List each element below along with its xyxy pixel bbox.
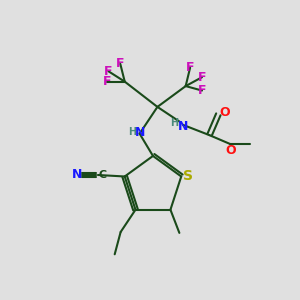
Text: C: C	[99, 170, 107, 180]
Text: H: H	[170, 118, 178, 128]
Text: F: F	[186, 61, 194, 74]
Text: N: N	[72, 169, 82, 182]
Text: F: F	[198, 71, 206, 84]
Text: F: F	[104, 65, 112, 78]
Text: O: O	[225, 144, 236, 157]
Text: N: N	[178, 120, 188, 133]
Text: O: O	[219, 106, 230, 119]
Text: F: F	[116, 57, 124, 70]
Text: F: F	[198, 84, 206, 97]
Text: S: S	[183, 169, 193, 184]
Text: H: H	[128, 127, 136, 137]
Text: N: N	[135, 126, 146, 139]
Text: F: F	[103, 75, 111, 88]
